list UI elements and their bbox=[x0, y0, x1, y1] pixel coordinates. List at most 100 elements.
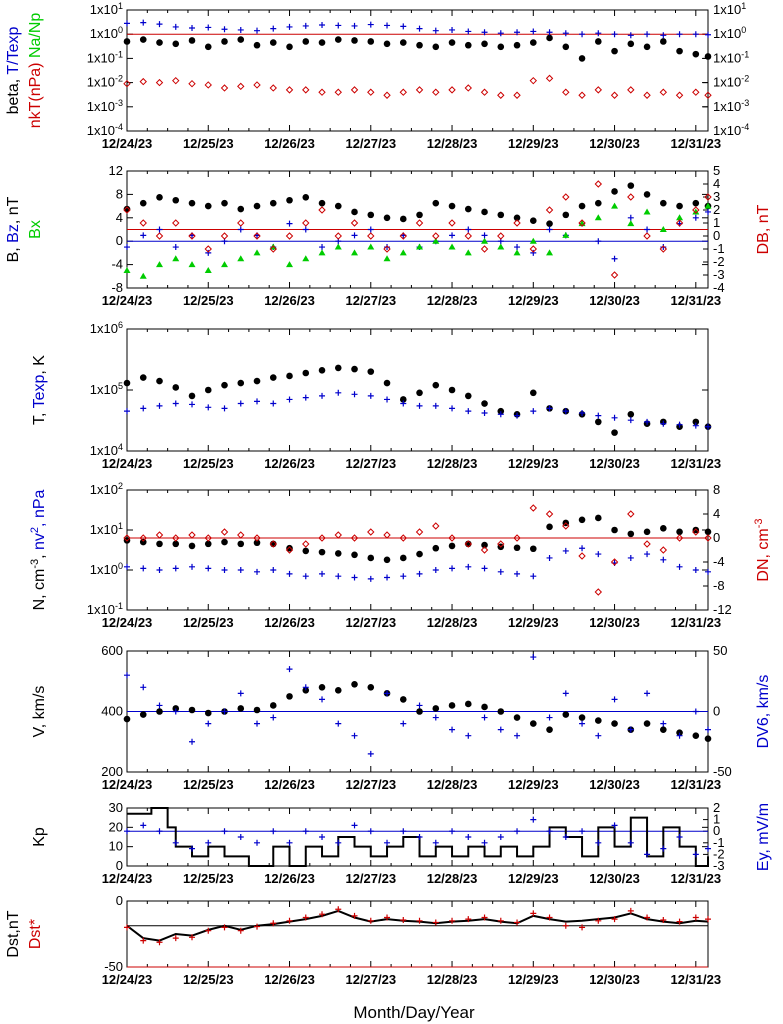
data-point bbox=[270, 400, 277, 407]
data-point bbox=[123, 379, 131, 387]
data-point bbox=[155, 232, 164, 240]
x-tick-label: 12/28/23 bbox=[427, 293, 478, 308]
data-point bbox=[644, 226, 651, 233]
y-tick-label-right: 0 bbox=[713, 228, 720, 243]
data-point bbox=[367, 88, 375, 96]
data-point bbox=[139, 374, 147, 381]
data-point bbox=[481, 714, 488, 721]
data-point bbox=[529, 545, 537, 553]
data-point bbox=[334, 243, 342, 250]
data-point bbox=[237, 705, 245, 712]
data-point bbox=[367, 243, 375, 250]
data-point bbox=[367, 750, 374, 757]
data-point bbox=[578, 202, 586, 210]
data-point bbox=[253, 377, 261, 385]
data-point bbox=[546, 405, 553, 412]
data-point bbox=[705, 31, 711, 38]
data-point bbox=[660, 32, 667, 39]
data-point bbox=[692, 422, 699, 429]
panel-p1: 12/24/23 12/25/23 12/26/23 12/27/23 12/28/23… bbox=[5, 1, 749, 151]
x-tick-label: 12/30/23 bbox=[589, 456, 640, 471]
data-point bbox=[692, 31, 699, 38]
data-point bbox=[481, 208, 488, 216]
data-point bbox=[659, 245, 668, 253]
data-point bbox=[676, 214, 684, 221]
data-point bbox=[705, 423, 711, 430]
y-axis-label-part: beta, bbox=[5, 75, 22, 115]
data-point bbox=[318, 206, 326, 214]
data-point bbox=[595, 199, 602, 207]
data-point bbox=[400, 720, 407, 727]
series-p4-2 bbox=[123, 504, 712, 596]
series-p1-1 bbox=[124, 19, 711, 39]
y-tick-label-right: 4 bbox=[713, 506, 720, 521]
data-point bbox=[319, 834, 326, 840]
data-point bbox=[302, 828, 309, 835]
x-tick-label: 12/24/23 bbox=[102, 871, 153, 886]
data-point bbox=[302, 86, 310, 94]
y-tick-label-right: -1 bbox=[713, 241, 725, 256]
y-axis-label-part: B, bbox=[5, 243, 22, 263]
data-point bbox=[643, 91, 651, 99]
data-point bbox=[124, 563, 130, 570]
data-point bbox=[399, 696, 407, 703]
data-point bbox=[481, 232, 488, 239]
y-tick-label-right: -12 bbox=[713, 602, 732, 617]
data-point bbox=[627, 193, 635, 201]
data-point bbox=[676, 47, 683, 55]
data-point bbox=[335, 573, 342, 580]
data-point bbox=[253, 202, 261, 210]
data-point bbox=[221, 199, 228, 207]
data-point bbox=[529, 389, 537, 397]
data-point bbox=[286, 666, 293, 673]
data-point bbox=[481, 40, 488, 48]
data-point bbox=[611, 526, 618, 534]
data-point bbox=[302, 194, 310, 201]
data-point bbox=[367, 226, 374, 233]
data-point bbox=[302, 38, 310, 45]
data-point bbox=[221, 708, 228, 715]
data-point bbox=[367, 368, 375, 375]
data-point bbox=[139, 711, 147, 718]
data-point bbox=[465, 28, 472, 35]
data-point bbox=[481, 237, 489, 244]
data-point bbox=[449, 26, 456, 33]
data-point bbox=[351, 680, 358, 688]
x-tick-label: 12/28/23 bbox=[427, 871, 478, 886]
y-tick-label: -50 bbox=[104, 959, 123, 974]
data-point bbox=[172, 534, 180, 542]
y-axis-label-2: Dst* bbox=[27, 919, 44, 949]
data-point bbox=[237, 255, 245, 262]
data-point bbox=[254, 27, 261, 34]
data-point bbox=[497, 243, 505, 250]
data-point bbox=[416, 550, 423, 558]
data-point bbox=[400, 828, 407, 835]
data-point bbox=[416, 25, 423, 32]
data-point bbox=[253, 249, 261, 256]
data-point bbox=[172, 705, 180, 712]
y-tick-label: -4 bbox=[111, 257, 123, 272]
data-point bbox=[594, 180, 603, 188]
data-point bbox=[319, 911, 326, 918]
data-point bbox=[302, 226, 309, 233]
data-point bbox=[416, 41, 423, 49]
y-axis-label: V, km/s bbox=[31, 686, 48, 738]
data-point bbox=[172, 40, 180, 48]
data-point bbox=[367, 528, 375, 536]
y-tick-label: 1x104 bbox=[90, 442, 123, 458]
data-point bbox=[269, 199, 277, 207]
data-point bbox=[319, 696, 326, 703]
data-point bbox=[383, 91, 391, 99]
y-tick-label: 0 bbox=[116, 233, 123, 248]
data-point bbox=[595, 839, 602, 846]
y-axis-label-part: Texp bbox=[31, 374, 48, 408]
data-point bbox=[643, 43, 651, 51]
data-point bbox=[156, 702, 163, 709]
x-tick-label: 12/25/23 bbox=[183, 293, 234, 308]
y-tick-label: 1x100 bbox=[90, 561, 123, 577]
data-point bbox=[399, 215, 407, 223]
data-point bbox=[367, 575, 374, 582]
series-p5-0 bbox=[123, 680, 712, 743]
data-point bbox=[189, 563, 196, 570]
data-point bbox=[286, 220, 293, 227]
